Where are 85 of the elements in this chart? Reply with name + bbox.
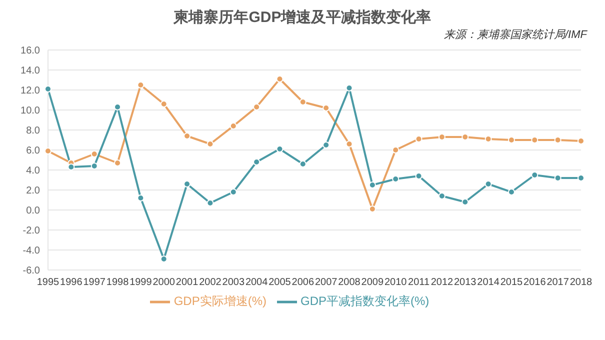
point xyxy=(346,140,353,148)
point xyxy=(578,174,584,182)
point xyxy=(299,98,306,106)
point xyxy=(508,188,515,196)
point xyxy=(137,82,144,88)
legend-label: GDP实际增速(%) xyxy=(174,294,266,308)
point xyxy=(484,180,492,188)
x-tick-label: 1998 xyxy=(106,277,130,288)
x-tick-label: 2012 xyxy=(430,277,454,288)
point xyxy=(206,140,214,148)
point xyxy=(206,200,214,206)
point xyxy=(578,138,584,144)
x-tick-label: 1995 xyxy=(36,277,60,288)
point xyxy=(90,162,98,170)
x-tick-label: 1996 xyxy=(60,277,83,288)
point xyxy=(276,76,284,82)
point xyxy=(90,150,98,158)
point xyxy=(368,206,376,212)
x-tick-label: 2017 xyxy=(546,277,570,288)
legend-label: GDP平减指数变化率(%) xyxy=(300,294,430,308)
x-tick-label: 2002 xyxy=(199,277,222,288)
y-tick-label: -2.0 xyxy=(22,226,40,237)
x-tick-label: 2007 xyxy=(314,277,338,288)
y-tick-label: -6.0 xyxy=(22,266,40,277)
point xyxy=(531,136,538,144)
point xyxy=(322,142,330,148)
point xyxy=(137,194,144,202)
x-tick-label: 2005 xyxy=(268,277,292,288)
point xyxy=(438,134,446,140)
point xyxy=(184,180,191,188)
chart-title: 柬埔寨历年GDP增速及平减指数变化率 xyxy=(172,8,432,27)
y-tick-label: 12.0 xyxy=(20,86,40,97)
point xyxy=(230,188,237,196)
point xyxy=(462,134,469,140)
point xyxy=(184,132,191,140)
x-tick-label: 2014 xyxy=(477,277,500,288)
y-tick-label: 0.0 xyxy=(26,206,40,217)
y-tick-label: -4.0 xyxy=(22,246,40,257)
point xyxy=(299,160,306,168)
y-tick-label: 4.0 xyxy=(26,166,40,177)
point xyxy=(531,172,538,178)
point xyxy=(508,136,515,144)
y-tick-label: 14.0 xyxy=(20,66,40,77)
y-tick-label: 6.0 xyxy=(26,146,40,157)
point xyxy=(253,104,260,110)
point xyxy=(415,136,422,142)
point xyxy=(160,256,168,262)
point xyxy=(392,176,400,182)
x-tick-label: 2015 xyxy=(500,277,524,288)
y-tick-label: 8.0 xyxy=(26,126,40,137)
x-tick-label: 2009 xyxy=(361,277,384,288)
x-tick-label: 1997 xyxy=(83,277,106,288)
x-tick-label: 2008 xyxy=(338,277,361,288)
point xyxy=(68,164,75,170)
x-tick-label: 2016 xyxy=(524,277,546,288)
x-tick-label: 2011 xyxy=(408,277,430,288)
point xyxy=(554,136,562,144)
point xyxy=(44,86,52,92)
point xyxy=(484,136,492,142)
point xyxy=(554,174,562,182)
x-tick-label: 2003 xyxy=(222,277,245,288)
point xyxy=(230,122,237,130)
point xyxy=(346,84,353,92)
y-tick-label: 16.0 xyxy=(20,46,40,57)
x-tick-label: 2001 xyxy=(176,277,199,288)
point xyxy=(276,146,284,152)
point xyxy=(392,146,400,154)
x-tick-label: 2000 xyxy=(152,277,176,288)
x-tick-label: 2010 xyxy=(384,277,408,288)
point xyxy=(438,192,446,200)
x-tick-label: 2013 xyxy=(454,277,477,288)
y-tick-label: 2.0 xyxy=(26,186,40,197)
x-tick-label: 1999 xyxy=(130,277,152,288)
point xyxy=(368,182,376,188)
y-tick-label: 10.0 xyxy=(20,106,40,117)
point xyxy=(253,158,260,166)
source-note: 来源：柬埔寨国家统计局/IMF xyxy=(443,28,588,42)
x-tick-label: 2018 xyxy=(570,277,593,288)
point xyxy=(322,104,330,112)
point xyxy=(44,148,52,154)
x-tick-label: 2006 xyxy=(292,277,314,288)
point xyxy=(462,198,469,206)
point xyxy=(160,100,168,108)
point xyxy=(415,172,422,180)
x-tick-label: 2004 xyxy=(245,277,268,288)
